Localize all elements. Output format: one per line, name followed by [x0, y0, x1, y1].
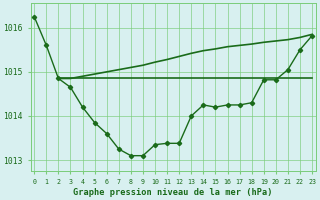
X-axis label: Graphe pression niveau de la mer (hPa): Graphe pression niveau de la mer (hPa)	[73, 188, 273, 197]
